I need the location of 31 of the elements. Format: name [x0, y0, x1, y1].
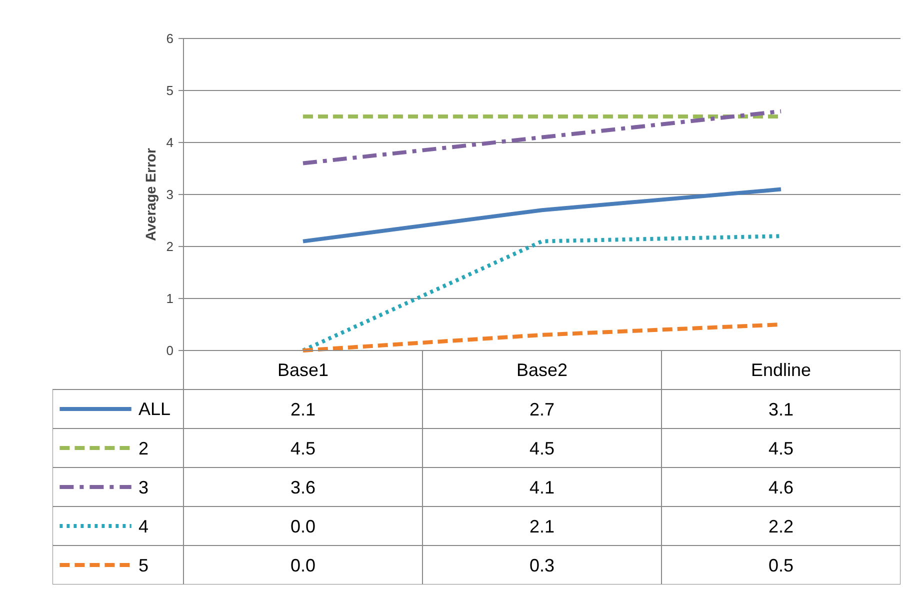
data-label: 0.5: [768, 556, 794, 576]
x-tick-label: Endline: [750, 360, 812, 380]
data-label: 0.0: [290, 516, 316, 536]
data-label: 3.1: [768, 400, 794, 420]
legend-label: ALL: [138, 399, 171, 419]
data-label: 2.1: [290, 400, 316, 420]
y-tick-label: 4: [166, 135, 174, 150]
data-label: 0.3: [529, 556, 555, 576]
y-tick-label: 0: [166, 343, 174, 358]
data-label: 4.1: [529, 478, 555, 498]
x-tick-label: Base2: [516, 360, 568, 380]
legend-label: 4: [138, 516, 149, 536]
data-label: 4.5: [529, 438, 555, 458]
data-label: 0.0: [290, 556, 316, 576]
data-label: 3.6: [290, 478, 316, 498]
data-label: 2.2: [768, 516, 794, 536]
legend-label: 2: [138, 438, 149, 458]
y-tick-label: 3: [166, 187, 174, 202]
y-tick-label: 6: [166, 31, 174, 46]
y-tick-label: 1: [166, 291, 174, 306]
legend-label: 5: [138, 556, 149, 576]
x-tick-label: Base1: [277, 360, 329, 380]
y-tick-label: 5: [166, 83, 174, 98]
data-label: 2.7: [529, 400, 555, 420]
y-tick-label: 2: [166, 239, 174, 254]
data-label: 4.5: [768, 438, 794, 458]
data-label: 2.1: [529, 516, 555, 536]
data-label: 4.6: [768, 478, 794, 498]
y-axis-title: Average Error: [142, 148, 158, 241]
legend-label: 3: [138, 478, 149, 498]
data-label: 4.5: [290, 438, 316, 458]
